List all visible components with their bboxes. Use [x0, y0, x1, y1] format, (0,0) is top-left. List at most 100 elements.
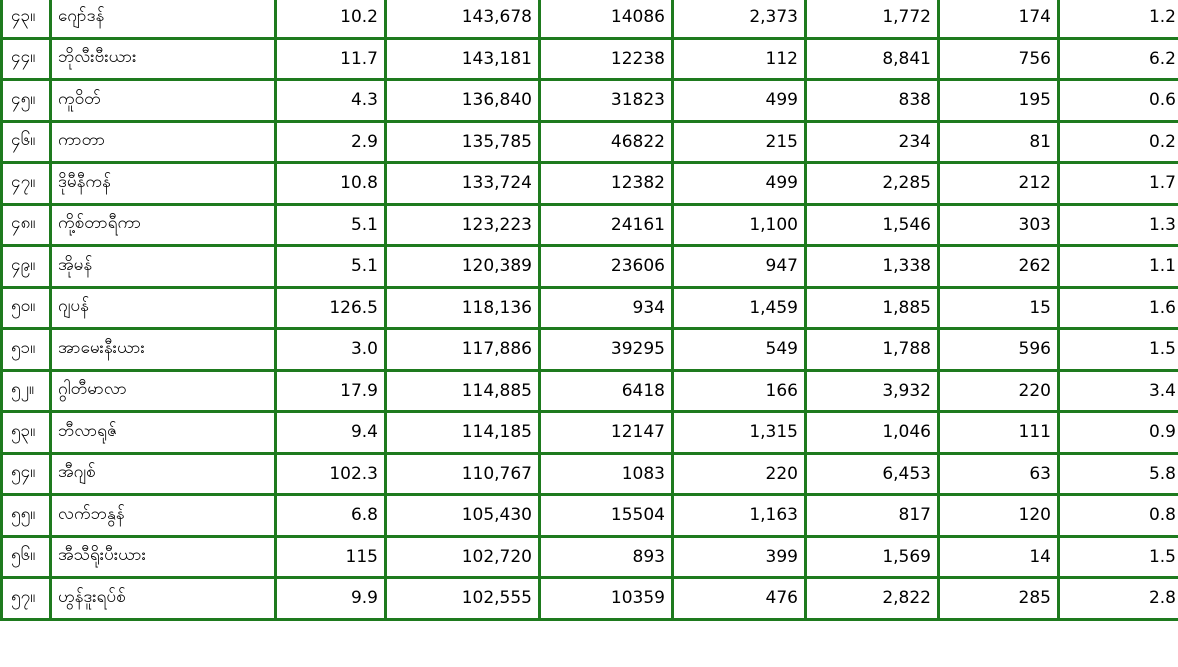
value-cell: 1,885	[804, 285, 940, 330]
value-cell: 143,678	[384, 0, 541, 40]
country-name: ဒိုမီနီကန်	[49, 161, 277, 206]
country-name: ကူဝိတ်	[49, 78, 277, 123]
value-cell: 3.4	[1057, 368, 1178, 413]
value-cell: 9.4	[274, 410, 387, 455]
value-cell: 4.3	[274, 78, 387, 123]
value-cell: 499	[671, 78, 807, 123]
value-cell: 102.3	[274, 451, 387, 496]
value-cell: 1.6	[1057, 285, 1178, 330]
table-row: ၅၄။ အီဂျစ် 102.3 110,767 1083 220 6,453 63 5.8	[0, 451, 1178, 496]
row-number: ၄၄။	[0, 36, 52, 81]
value-cell: 215	[671, 119, 807, 164]
value-cell: 893	[538, 534, 674, 579]
value-cell: 123,223	[384, 202, 541, 247]
country-name: အီသီရိုးပီးယား	[49, 534, 277, 579]
country-name: ဂျော်ဒန်	[49, 0, 277, 40]
value-cell: 212	[937, 161, 1060, 206]
table-body: ၄၃။ ဂျော်ဒန် 10.2 143,678 14086 2,373 1,772 174…	[0, 0, 1178, 621]
value-cell: 133,724	[384, 161, 541, 206]
value-cell: 2.8	[1057, 576, 1178, 621]
value-cell: 102,720	[384, 534, 541, 579]
value-cell: 17.9	[274, 368, 387, 413]
row-number: ၄၅။	[0, 78, 52, 123]
value-cell: 12147	[538, 410, 674, 455]
value-cell: 10.2	[274, 0, 387, 40]
value-cell: 110,767	[384, 451, 541, 496]
value-cell: 120	[937, 493, 1060, 538]
value-cell: 24161	[538, 202, 674, 247]
row-number: ၄၆။	[0, 119, 52, 164]
value-cell: 1,788	[804, 327, 940, 372]
value-cell: 2,285	[804, 161, 940, 206]
value-cell: 220	[937, 368, 1060, 413]
value-cell: 947	[671, 244, 807, 289]
row-number: ၅၇။	[0, 576, 52, 621]
value-cell: 234	[804, 119, 940, 164]
value-cell: 399	[671, 534, 807, 579]
table-row: ၅၃။ ဘီလာရုဇ် 9.4 114,185 12147 1,315 1,046 111 0…	[0, 410, 1178, 455]
value-cell: 476	[671, 576, 807, 621]
value-cell: 756	[937, 36, 1060, 81]
value-cell: 115	[274, 534, 387, 579]
value-cell: 143,181	[384, 36, 541, 81]
value-cell: 3,932	[804, 368, 940, 413]
value-cell: 114,885	[384, 368, 541, 413]
value-cell: 262	[937, 244, 1060, 289]
value-cell: 63	[937, 451, 1060, 496]
table-row: ၅၁။ အာမေးနီးယား 3.0 117,886 39295 549 1,788 596…	[0, 327, 1178, 372]
row-number: ၅၄။	[0, 451, 52, 496]
country-name: ကို့စ်တာရီကာ	[49, 202, 277, 247]
value-cell: 126.5	[274, 285, 387, 330]
value-cell: 102,555	[384, 576, 541, 621]
value-cell: 174	[937, 0, 1060, 40]
value-cell: 195	[937, 78, 1060, 123]
value-cell: 838	[804, 78, 940, 123]
value-cell: 8,841	[804, 36, 940, 81]
value-cell: 6,453	[804, 451, 940, 496]
value-cell: 117,886	[384, 327, 541, 372]
value-cell: 46822	[538, 119, 674, 164]
value-cell: 1,772	[804, 0, 940, 40]
value-cell: 934	[538, 285, 674, 330]
value-cell: 1.5	[1057, 534, 1178, 579]
table-row: ၄၇။ ဒိုမီနီကန် 10.8 133,724 12382 499 2,285 212…	[0, 161, 1178, 206]
value-cell: 285	[937, 576, 1060, 621]
table-row: ၄၉။ အိုမန် 5.1 120,389 23606 947 1,338 262 1.1	[0, 244, 1178, 289]
table-row: ၅၀။ ဂျပန် 126.5 118,136 934 1,459 1,885 15 1.6	[0, 285, 1178, 330]
value-cell: 31823	[538, 78, 674, 123]
country-name: ဟွန်ဒူးရပ်စ်	[49, 576, 277, 621]
value-cell: 9.9	[274, 576, 387, 621]
value-cell: 118,136	[384, 285, 541, 330]
value-cell: 6.8	[274, 493, 387, 538]
table-row: ၅၆။ အီသီရိုးပီးယား 115 102,720 893 399 1,569 14…	[0, 534, 1178, 579]
table-row: ၄၈။ ကို့စ်တာရီကာ 5.1 123,223 24161 1,100 1,546…	[0, 202, 1178, 247]
value-cell: 12382	[538, 161, 674, 206]
value-cell: 6.2	[1057, 36, 1178, 81]
value-cell: 81	[937, 119, 1060, 164]
value-cell: 39295	[538, 327, 674, 372]
row-number: ၅၆။	[0, 534, 52, 579]
table-row: ၅၅။ လက်ဘနွန် 6.8 105,430 15504 1,163 817 120 0.8	[0, 493, 1178, 538]
row-number: ၄၉။	[0, 244, 52, 289]
country-name: အိုမန်	[49, 244, 277, 289]
country-stats-table: ၄၃။ ဂျော်ဒန် 10.2 143,678 14086 2,373 1,772 174…	[0, 0, 1178, 621]
value-cell: 120,389	[384, 244, 541, 289]
country-name: ကာတာ	[49, 119, 277, 164]
row-number: ၅၁။	[0, 327, 52, 372]
value-cell: 5.1	[274, 244, 387, 289]
value-cell: 1083	[538, 451, 674, 496]
value-cell: 1.5	[1057, 327, 1178, 372]
value-cell: 1.2	[1057, 0, 1178, 40]
country-name: အာမေးနီးယား	[49, 327, 277, 372]
value-cell: 105,430	[384, 493, 541, 538]
value-cell: 15504	[538, 493, 674, 538]
value-cell: 0.6	[1057, 78, 1178, 123]
table-row: ၄၃။ ဂျော်ဒန် 10.2 143,678 14086 2,373 1,772 174…	[0, 0, 1178, 40]
value-cell: 10.8	[274, 161, 387, 206]
value-cell: 2,373	[671, 0, 807, 40]
value-cell: 1,046	[804, 410, 940, 455]
value-cell: 14086	[538, 0, 674, 40]
row-number: ၄၃။	[0, 0, 52, 40]
value-cell: 2,822	[804, 576, 940, 621]
